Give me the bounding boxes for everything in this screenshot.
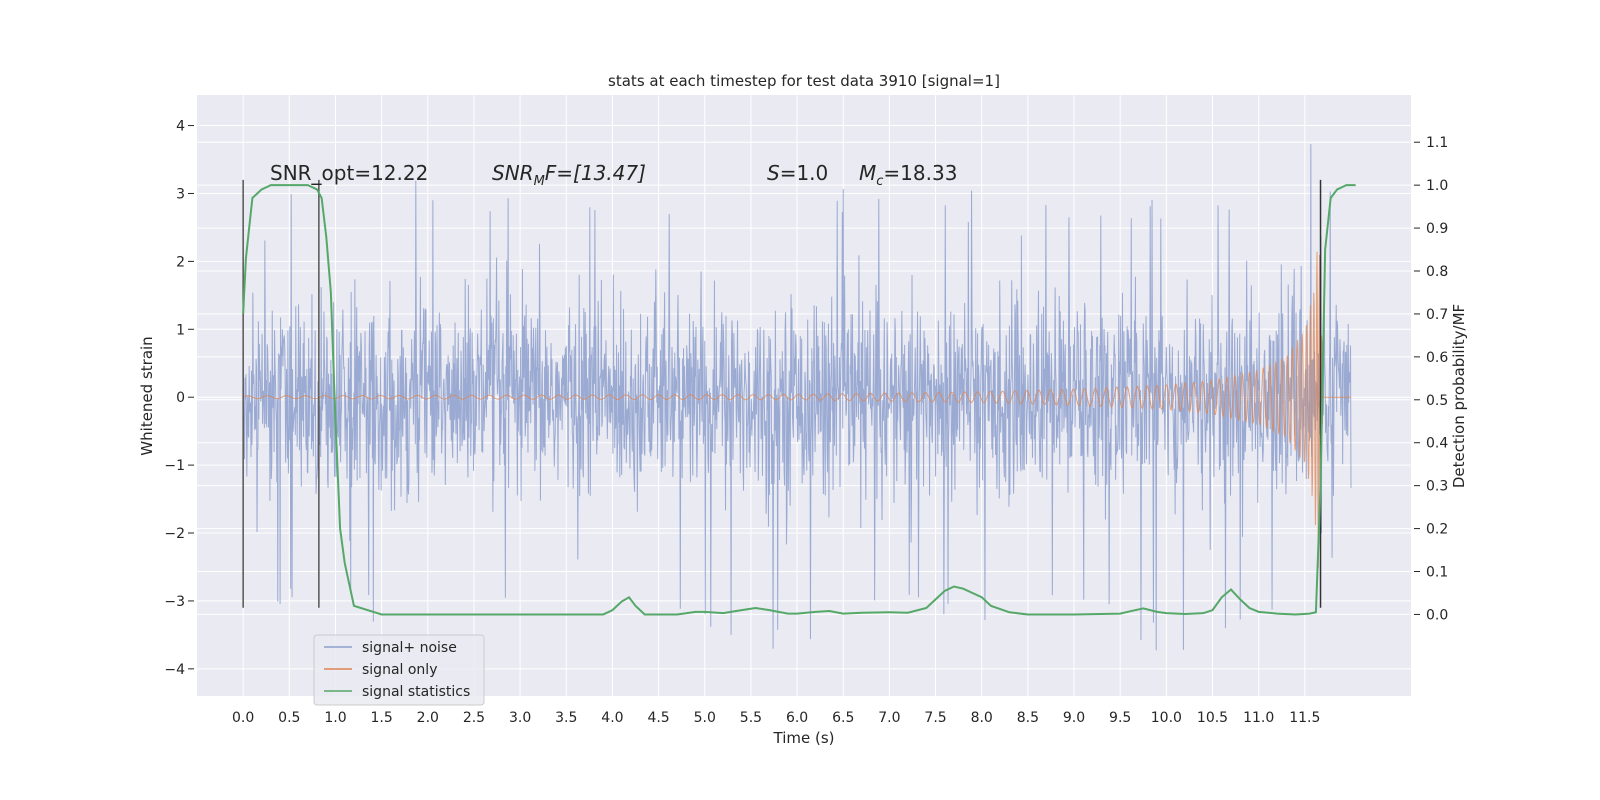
y2-tick-label: 0.0 (1426, 607, 1448, 623)
x-tick-label: 5.5 (740, 710, 762, 726)
x-tick-label: 5.0 (694, 710, 716, 726)
vertical-markers (242, 179, 1322, 608)
y2-tick-label: 0.3 (1426, 479, 1448, 495)
y2-tick-label: 0.4 (1426, 436, 1448, 452)
y2-tick-label: 0.5 (1426, 393, 1448, 409)
legend-label-noise: signal+ noise (362, 640, 457, 656)
y2-tick-label: 0.9 (1426, 221, 1448, 237)
annotation-mc-sub: c (876, 174, 883, 189)
y2-tick-label: 0.2 (1426, 522, 1448, 538)
x-tick-label: 11.5 (1289, 710, 1320, 726)
y2-tick-label: 0.7 (1426, 307, 1448, 323)
y2-tick-label: 0.8 (1426, 264, 1448, 280)
y-tick-label: −3 (164, 594, 185, 610)
x-tick-label: 4.5 (647, 710, 669, 726)
y2-tick-labels: 1.1 1.0 0.9 0.8 0.7 0.6 0.5 0.4 0.3 0.2 0.1 0.0 (1426, 135, 1448, 623)
signal-only-line (242, 251, 1351, 568)
x-tick-label: 1.5 (371, 710, 393, 726)
x-tick-label: 0.5 (278, 710, 300, 726)
x-axis-label: Time (s) (773, 729, 835, 747)
signal-plus-noise-line (242, 144, 1352, 651)
annotation-mc-name: M (859, 161, 876, 185)
y-tick-label: 2 (176, 254, 185, 270)
y-tick-label: −1 (164, 458, 185, 474)
x-tick-label: 7.5 (924, 710, 946, 726)
y-tick-label: −2 (164, 526, 185, 542)
x-tick-label: 3.5 (555, 710, 577, 726)
signal-statistics-line (242, 184, 1356, 616)
x-tick-label: 11.0 (1243, 710, 1274, 726)
annotation-snr-mf: SNRMF=[13.47] (492, 161, 646, 189)
chart-title: stats at each timestep for test data 391… (608, 72, 1000, 90)
signal-plus-noise-series (242, 144, 1352, 651)
annotation-snr-opt: SNR_opt=12.22 (270, 161, 428, 185)
annotation-s-name: S (767, 161, 780, 185)
annotation-mc: Mc=18.33 (859, 161, 957, 189)
y-axis-label: Whitened strain (138, 336, 156, 455)
y2-tick-label: 1.0 (1426, 178, 1448, 194)
x-tick-label: 0.0 (232, 710, 254, 726)
y-tick-label: 0 (176, 390, 185, 406)
x-tick-label: 3.0 (509, 710, 531, 726)
y-tick-label: 1 (176, 322, 185, 338)
x-tick-label: 1.0 (324, 710, 346, 726)
legend: signal+ noise signal only signal statist… (313, 634, 485, 706)
legend-box (313, 634, 485, 706)
signal-statistics-series (242, 184, 1356, 616)
x-tick-label: 6.0 (786, 710, 808, 726)
x-tick-label: 6.5 (832, 710, 854, 726)
annotation-mc-rest: =18.33 (883, 161, 957, 185)
annotation-snr-mf-sub: M (534, 174, 545, 189)
y2-axis-label: Detection probability/MF (1450, 304, 1468, 488)
x-tick-label: 4.0 (601, 710, 623, 726)
y2-tick-label: 0.1 (1426, 565, 1448, 581)
legend-label-statistics: signal statistics (362, 684, 470, 700)
annotation-s-rest: =1.0 (780, 161, 829, 185)
x-tick-label: 8.0 (971, 710, 993, 726)
x-tick-label: 9.0 (1063, 710, 1085, 726)
y-tick-labels: 4 3 2 1 0 −1 −2 −3 −4 (164, 119, 185, 678)
x-tick-labels: 0.0 0.5 1.0 1.5 2.0 2.5 3.0 3.5 4.0 4.5 5.0 5.5 6.0 6… (232, 710, 1320, 726)
y2-tick-label: 1.1 (1426, 135, 1448, 151)
y-tick-label: 3 (176, 186, 185, 202)
x-tick-label: 10.0 (1151, 710, 1182, 726)
x-tick-label: 2.5 (463, 710, 485, 726)
y-tick-label: −4 (164, 662, 185, 678)
signal-only-series (242, 251, 1351, 568)
x-tick-label: 10.5 (1197, 710, 1228, 726)
legend-label-signal: signal only (362, 662, 437, 678)
y2-tick-label: 0.6 (1426, 350, 1448, 366)
annotation-snr-mf-name: SNR (492, 161, 534, 185)
x-tick-label: 9.5 (1109, 710, 1131, 726)
x-tick-label: 7.0 (878, 710, 900, 726)
x-tick-label: 2.0 (417, 710, 439, 726)
y-tick-label: 4 (176, 119, 185, 135)
annotation-s: S=1.0 (767, 161, 828, 185)
x-tick-label: 8.5 (1017, 710, 1039, 726)
annotation-snr-mf-rest: F=[13.47] (545, 161, 646, 185)
